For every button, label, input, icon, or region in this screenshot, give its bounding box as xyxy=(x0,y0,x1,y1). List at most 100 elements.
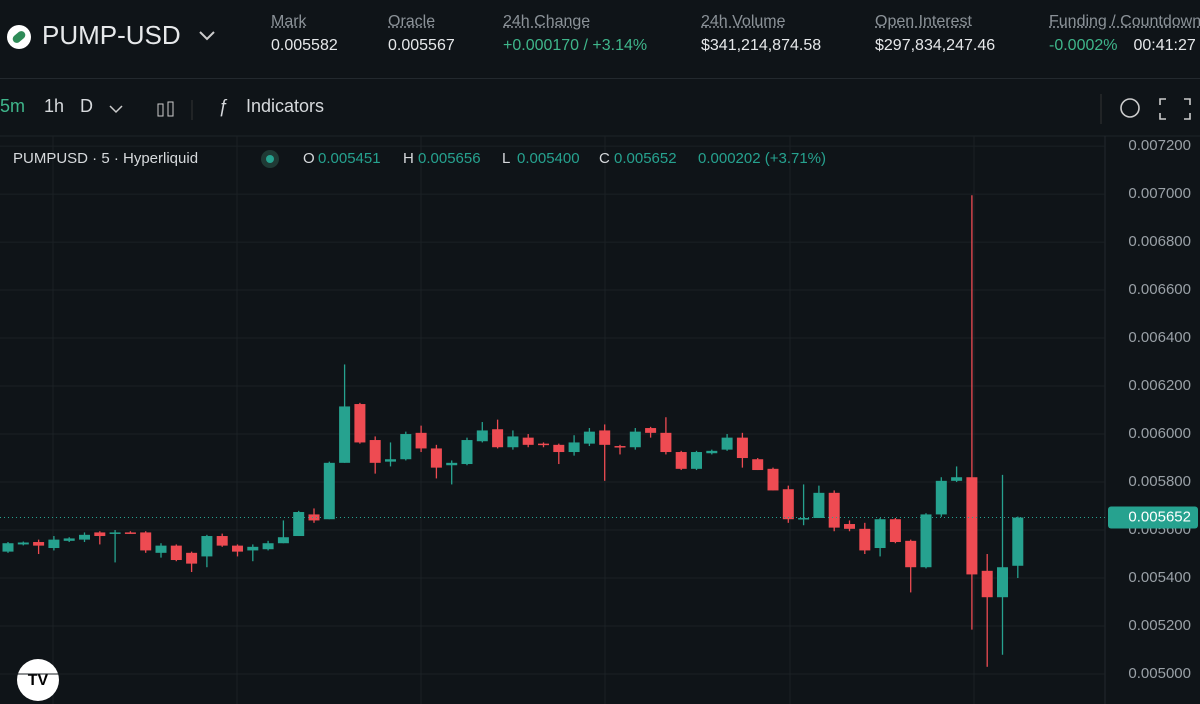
y-tick-label: 0.006000 xyxy=(1128,425,1191,442)
stat-value: 0.005582 xyxy=(271,37,338,54)
chart-title: PUMPUSD · 5 · Hyperliquid xyxy=(13,150,198,167)
last-price-label: 0.005652 xyxy=(1128,509,1191,526)
candle-body xyxy=(660,432,672,453)
candle-body xyxy=(33,542,45,546)
candle-body xyxy=(935,480,947,515)
candle-body xyxy=(247,546,259,551)
candle-body xyxy=(767,468,779,491)
candle-body xyxy=(691,452,702,469)
candle-body xyxy=(752,459,764,471)
stat-value: $297,834,247.46 xyxy=(875,37,996,54)
candle-body xyxy=(874,519,886,549)
stat-value: +0.000170 / +3.14% xyxy=(503,37,648,54)
legend-value: 0.005656 xyxy=(418,150,481,167)
y-tick-label: 0.005400 xyxy=(1128,569,1191,586)
candle-body xyxy=(461,440,473,465)
candle-body xyxy=(507,436,519,448)
candle-body xyxy=(155,545,167,553)
candle-body xyxy=(859,528,871,551)
stat: 24h Volume $341,214,874.58 xyxy=(701,13,821,55)
y-tick-label: 0.006200 xyxy=(1128,377,1191,394)
candle-body xyxy=(828,492,840,528)
logo xyxy=(7,25,31,49)
candle-body xyxy=(476,430,488,442)
candle-body xyxy=(186,552,198,564)
candle-body xyxy=(354,404,366,443)
candle-body xyxy=(583,431,595,444)
toolbar-right-icons[interactable] xyxy=(1100,94,1195,124)
indicators[interactable]: Indicators xyxy=(246,96,325,116)
candle-body xyxy=(48,539,60,549)
candle-body xyxy=(905,540,917,568)
interval[interactable]: 1h xyxy=(44,96,65,116)
candle-body xyxy=(415,432,427,449)
tv-logo[interactable] xyxy=(17,659,59,701)
candle-body xyxy=(1012,517,1024,566)
legend-value: 0.005652 xyxy=(614,150,677,167)
candle-body xyxy=(140,532,152,551)
candle-body xyxy=(323,462,335,520)
candle-body xyxy=(966,477,978,575)
tv-logo: TV xyxy=(28,672,49,689)
stat: 24h Change +0.000170 / +3.14% xyxy=(503,13,647,55)
fx-icon: ƒ xyxy=(218,96,229,116)
candle-body xyxy=(798,518,810,520)
stat-value: 0.005567 xyxy=(388,37,455,54)
candle-body xyxy=(981,570,993,598)
header: PUMP-USD Mark 0.005582 Oracle 0.005567 24h C… xyxy=(0,0,1200,79)
candle-body xyxy=(232,545,243,552)
candle-body xyxy=(94,532,106,537)
stat: Open Interest $297,834,247.46 xyxy=(875,13,995,55)
last-price-box xyxy=(1108,506,1198,529)
toolbar-icons xyxy=(109,100,193,120)
legend-key: L xyxy=(502,150,510,167)
stat: Oracle 0.005567 xyxy=(388,13,455,55)
candle-body xyxy=(844,524,855,529)
candle-body xyxy=(675,452,687,469)
time-grid xyxy=(52,136,975,704)
candle-body xyxy=(2,543,14,552)
legend-key: C xyxy=(599,150,610,167)
y-tick-label: 0.006600 xyxy=(1128,281,1191,298)
candle-body xyxy=(63,538,75,541)
stat-value: $341,214,874.58 xyxy=(701,37,822,54)
y-tick-label: 0.005800 xyxy=(1128,473,1191,490)
candle-body xyxy=(17,542,29,545)
y-tick-label: 0.006400 xyxy=(1128,329,1191,346)
candle-body xyxy=(369,440,381,463)
stat-label: Funding / Countdown xyxy=(1049,13,1200,30)
candle-body xyxy=(385,459,396,462)
dropdown[interactable] xyxy=(198,30,216,42)
legend-key: O xyxy=(303,150,315,167)
legend-value: 0.005451 xyxy=(318,150,381,167)
candle-body xyxy=(216,536,228,546)
stat: Mark 0.005582 xyxy=(271,13,338,55)
candle-body xyxy=(492,429,504,448)
candle-body xyxy=(79,534,90,540)
candle-body xyxy=(201,536,213,557)
candle-body xyxy=(538,443,549,446)
candle-body xyxy=(951,477,963,481)
stat-label: Open Interest xyxy=(875,13,972,30)
y-tick-label: 0.006800 xyxy=(1128,233,1191,250)
stat-label: Mark xyxy=(271,13,307,30)
candle-body xyxy=(522,437,534,445)
interval[interactable]: 5m xyxy=(0,96,26,116)
candle-body xyxy=(109,532,121,534)
status-dot xyxy=(266,155,274,163)
candle-body xyxy=(308,514,320,521)
interval[interactable]: D xyxy=(80,96,93,116)
symbol[interactable]: PUMP-USD xyxy=(42,20,181,50)
candle-body xyxy=(629,431,641,448)
stat-label: 24h Change xyxy=(503,13,591,30)
candle-body xyxy=(446,462,458,466)
candle-body xyxy=(430,448,442,468)
candle-body xyxy=(645,428,657,433)
candle-body xyxy=(889,519,901,543)
candle-body xyxy=(706,450,718,454)
stat-label: 24h Volume xyxy=(701,13,786,30)
y-tick-label: 0.005000 xyxy=(1128,665,1191,682)
candle-body xyxy=(170,545,182,561)
